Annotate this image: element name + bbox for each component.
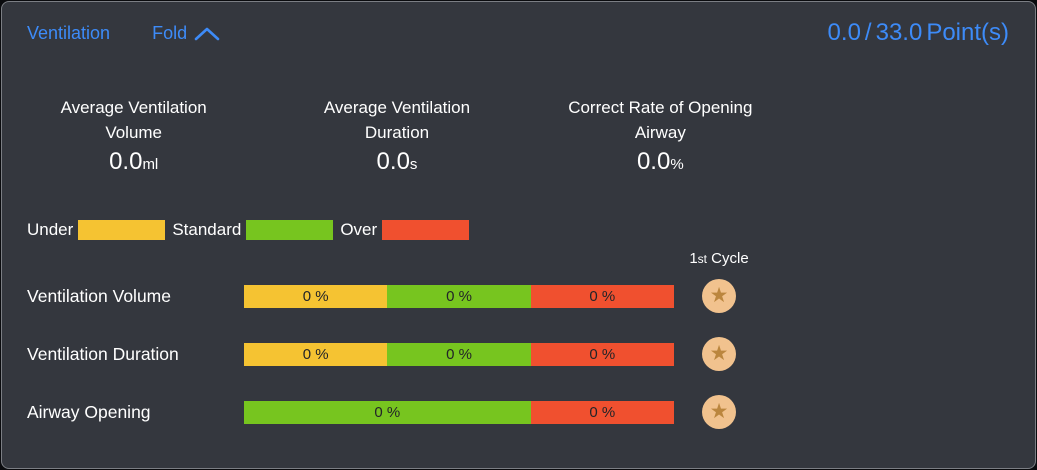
cycle-ordinal: st [697, 252, 707, 266]
stat-value: 0.0 [109, 148, 143, 175]
stat-title-line1: Average Ventilation [323, 98, 471, 117]
stat-value: 0.0 [636, 148, 671, 175]
stat-title-line1: Average Ventilation [60, 98, 207, 117]
bar-segment-standard: 0 % [387, 284, 531, 308]
stat-title-line2: Volume [105, 123, 163, 142]
bar-segment-under: 0 % [244, 284, 388, 308]
metric-row: Airway Opening 0 % 0 % ★ [27, 383, 1035, 441]
score-unit: Point(s) [926, 19, 1009, 46]
bar-segment-standard: 0 % [244, 400, 531, 424]
legend-swatch [382, 220, 470, 240]
cycle-score-badge: ★ [702, 279, 736, 313]
panel-title[interactable]: Ventilation [27, 22, 111, 43]
stat-unit: s [409, 156, 418, 173]
bar-segment-standard: 0 % [387, 342, 531, 366]
bar-segment-over: 0 % [530, 284, 674, 308]
bar-segment-over: 0 % [530, 342, 674, 366]
stat-unit: ml [142, 156, 159, 173]
fold-label: Fold [152, 22, 188, 43]
star-icon: ★ [709, 399, 729, 423]
metric-label: Ventilation Volume [27, 285, 171, 306]
metric-label: Ventilation Duration [27, 343, 179, 364]
stat-title-line1: Correct Rate of Opening [568, 98, 753, 117]
legend: Under Standard Over [27, 220, 1035, 240]
legend-label: Under [27, 220, 74, 239]
fold-button[interactable]: Fold [152, 23, 220, 44]
legend-label: Over [340, 220, 378, 239]
stat-block: Average Ventilation Volume 0.0ml [2, 95, 265, 176]
stat-block: Average Ventilation Duration 0.0s [265, 95, 528, 176]
cycle-number: 1 [689, 250, 698, 267]
bar-segment-under: 0 % [244, 342, 388, 366]
bar-segment-over: 0 % [530, 400, 674, 424]
stat-unit: % [670, 156, 684, 173]
metric-rows: Ventilation Volume 0 % 0 % 0 % ★ Ventilati… [2, 267, 1035, 441]
cycle-header-row: 1st Cycle [27, 250, 1035, 267]
cycle-header: 1st Cycle [674, 250, 764, 267]
score-separator: / [864, 19, 872, 46]
metric-row: Ventilation Duration 0 % 0 % 0 % ★ [27, 325, 1035, 383]
stat-title-line2: Airway [634, 123, 686, 142]
star-icon: ★ [709, 283, 729, 307]
legend-swatch [78, 220, 166, 240]
header-left: Ventilation Fold [27, 23, 220, 44]
chevron-up-icon [194, 27, 220, 41]
stats-row: Average Ventilation Volume 0.0ml Average… [2, 95, 792, 176]
score-total: 33.0 [875, 19, 923, 46]
stacked-bar: 0 % 0 % 0 % [244, 284, 674, 308]
cycle-score-badge: ★ [702, 337, 736, 371]
cycle-score-badge: ★ [702, 395, 736, 429]
stat-value: 0.0 [376, 148, 410, 175]
star-icon: ★ [709, 341, 729, 365]
legend-label: Standard [172, 220, 242, 239]
cycle-word: Cycle [711, 250, 749, 267]
score-display: 0.0 / 33.0 Point(s) [828, 19, 1009, 47]
metric-row: Ventilation Volume 0 % 0 % 0 % ★ [27, 267, 1035, 325]
stacked-bar: 0 % 0 % [244, 400, 674, 424]
metric-label: Airway Opening [27, 401, 151, 422]
score-current: 0.0 [827, 19, 861, 46]
stacked-bar: 0 % 0 % 0 % [244, 342, 674, 366]
stat-title-line2: Duration [364, 123, 430, 142]
panel-header: Ventilation Fold 0.0 / 33.0 Point(s) [2, 2, 1035, 47]
legend-swatch [246, 220, 334, 240]
stat-block: Correct Rate of Opening Airway 0.0% [529, 95, 792, 176]
